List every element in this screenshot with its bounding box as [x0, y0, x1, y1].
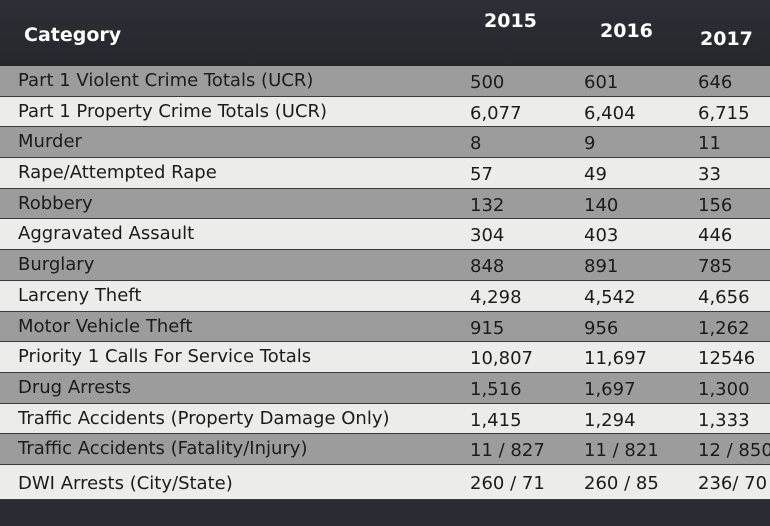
row-value-2016: 140	[584, 194, 619, 216]
row-value-2015: 11 / 827	[470, 440, 545, 462]
table-body: Part 1 Violent Crime Totals (UCR) 500 601 6…	[0, 66, 770, 500]
row-value-2015: 10,807	[470, 348, 533, 370]
table-row: Part 1 Property Crime Totals (UCR) 6,077 6…	[0, 96, 770, 128]
row-value-2015: 848	[470, 256, 505, 278]
row-value-2017: 156	[698, 194, 733, 216]
row-category: Drug Arrests	[18, 376, 132, 398]
row-category: Part 1 Property Crime Totals (UCR)	[18, 100, 328, 122]
row-value-2017: 1,333	[698, 409, 750, 431]
row-value-2016: 1,294	[584, 409, 636, 431]
row-value-2016: 4,542	[584, 286, 636, 308]
table-row: Aggravated Assault 304 403 446	[0, 219, 770, 251]
row-value-2016: 11 / 821	[584, 440, 659, 462]
table-row: Murder 8 9 11	[0, 127, 770, 159]
row-value-2016: 601	[584, 72, 619, 93]
table-header: Category 2015 2016 2017	[0, 0, 770, 66]
row-value-2016: 1,697	[584, 378, 636, 400]
table-row: Traffic Accidents (Property Damage Only)…	[0, 403, 770, 435]
row-value-2016: 956	[584, 317, 619, 339]
row-value-2017: 6,715	[698, 102, 750, 124]
row-value-2017: 236/ 70	[698, 472, 768, 494]
row-value-2017: 646	[698, 72, 733, 93]
row-value-2016: 9	[584, 133, 596, 155]
row-value-2015: 500	[470, 72, 505, 93]
row-value-2015: 6,077	[470, 102, 522, 124]
table-row: Drug Arrests 1,516 1,697 1,300	[0, 372, 770, 404]
row-value-2017: 1,300	[698, 378, 750, 400]
row-value-2015: 57	[470, 164, 493, 186]
row-value-2016: 260 / 85	[584, 472, 659, 494]
row-value-2017: 4,656	[698, 286, 750, 308]
row-category: DWI Arrests (City/State)	[18, 472, 233, 494]
row-category: Traffic Accidents (Property Damage Only)	[18, 407, 390, 429]
row-value-2015: 260 / 71	[470, 472, 545, 494]
row-category: Murder	[18, 131, 82, 153]
row-value-2017: 12 / 850	[698, 440, 770, 462]
row-category: Burglary	[18, 254, 95, 276]
year-header-2016: 2016	[600, 20, 653, 42]
row-category: Priority 1 Calls For Service Totals	[18, 346, 312, 368]
row-category: Aggravated Assault	[18, 223, 195, 245]
row-category: Traffic Accidents (Fatality/Injury)	[18, 438, 308, 460]
year-header-2017: 2017	[700, 28, 753, 50]
row-value-2017: 785	[698, 256, 733, 278]
row-value-2017: 1,262	[698, 317, 750, 339]
row-value-2016: 49	[584, 164, 607, 186]
row-value-2016: 403	[584, 225, 619, 247]
table-row: Robbery 132 140 156	[0, 188, 770, 220]
row-value-2015: 915	[470, 317, 505, 339]
row-value-2016: 891	[584, 256, 619, 278]
table-row: Priority 1 Calls For Service Totals 10,80…	[0, 342, 770, 373]
row-value-2015: 132	[470, 194, 505, 216]
table-row: DWI Arrests (City/State) 260 / 71 260 / 85…	[0, 464, 770, 500]
category-header: Category	[24, 24, 122, 46]
table-row: Larceny Theft 4,298 4,542 4,656	[0, 280, 770, 312]
row-value-2017: 33	[698, 164, 721, 186]
row-category: Motor Vehicle Theft	[18, 315, 193, 337]
row-value-2015: 304	[470, 225, 505, 247]
row-category: Robbery	[18, 192, 93, 214]
row-value-2016: 6,404	[584, 102, 636, 124]
row-value-2016: 11,697	[584, 348, 647, 370]
table-row: Part 1 Violent Crime Totals (UCR) 500 601 6…	[0, 66, 770, 97]
table-row: Burglary 848 891 785	[0, 250, 770, 281]
table-row: Motor Vehicle Theft 915 956 1,262	[0, 311, 770, 343]
row-value-2017: 11	[698, 133, 721, 155]
row-value-2017: 12546	[698, 348, 756, 370]
row-value-2015: 4,298	[470, 286, 522, 308]
row-category: Rape/Attempted Rape	[18, 162, 217, 184]
year-header-2015: 2015	[484, 10, 537, 32]
row-value-2015: 1,415	[470, 409, 522, 431]
table-row: Traffic Accidents (Fatality/Injury) 11 / …	[0, 434, 770, 465]
row-value-2015: 8	[470, 133, 482, 155]
table-row: Rape/Attempted Rape 57 49 33	[0, 158, 770, 189]
row-category: Part 1 Violent Crime Totals (UCR)	[18, 70, 314, 91]
row-value-2015: 1,516	[470, 378, 522, 400]
row-value-2017: 446	[698, 225, 733, 247]
row-category: Larceny Theft	[18, 284, 142, 306]
